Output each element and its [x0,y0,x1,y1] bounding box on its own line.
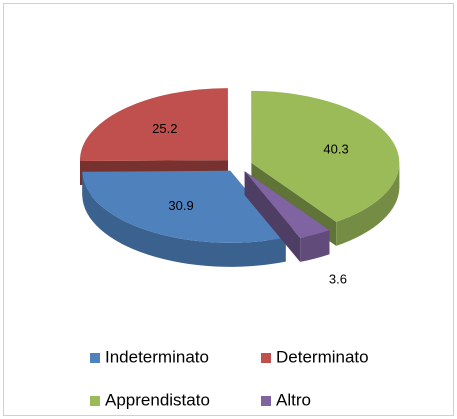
legend-label: Altro [276,390,311,409]
data-label: 30.9 [168,198,193,213]
legend-swatch [90,396,100,406]
legend-label: Determinato [276,347,369,366]
data-label: 3.6 [329,271,347,286]
data-label: 25.2 [152,121,177,136]
data-label: 40.3 [323,141,348,156]
legend-swatch [261,396,271,406]
slice-side [82,171,286,267]
legend-swatch [261,353,271,363]
pie-slice [79,88,229,161]
slice-side [336,162,400,246]
legend-label: Indeterminato [105,347,209,366]
legend-label: Apprendistato [105,390,210,409]
pie-slice [82,170,286,243]
slice-side [300,230,330,262]
slice-wall [244,171,301,262]
pie-slice [251,90,400,222]
pie-slice [244,171,330,238]
legend-swatch [90,353,100,363]
